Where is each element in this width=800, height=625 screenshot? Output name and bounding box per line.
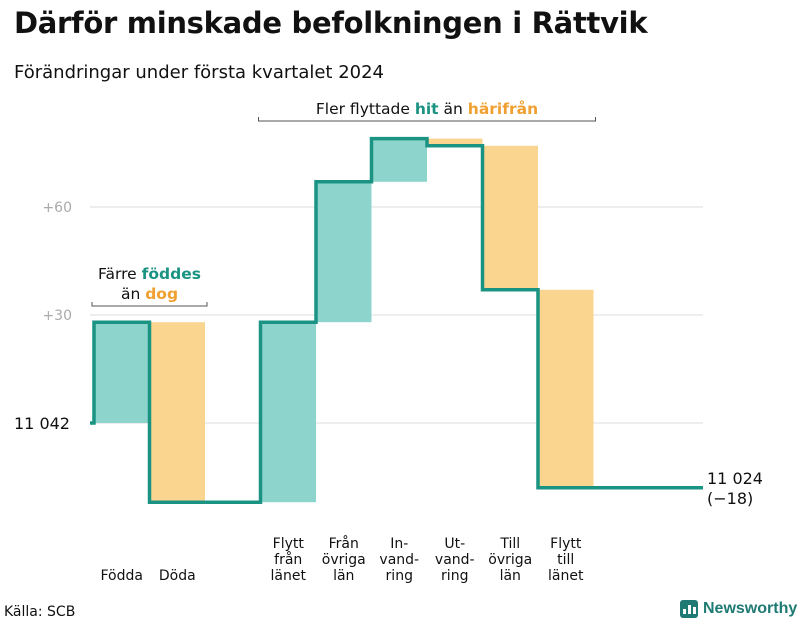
end-change-label: (−18) [707, 489, 753, 508]
category-label: till [557, 552, 574, 568]
waterfall-bar [538, 289, 594, 488]
category-label: Flytt [550, 536, 582, 552]
annotation-bracket [91, 302, 208, 307]
category-label: vand- [379, 552, 419, 568]
category-label: vand- [435, 552, 475, 568]
step-line [90, 136, 703, 504]
annotation-migration: Fler flyttade hit än härifrån [316, 99, 538, 118]
waterfall-bar [371, 138, 427, 182]
chart-subtitle: Förändringar under första kvartalet 2024 [14, 62, 385, 83]
end-value-label: 11 024 [707, 469, 763, 488]
category-label: länet [271, 568, 307, 584]
annotation-bracket [258, 117, 596, 122]
waterfall-bar [149, 322, 205, 503]
waterfall-bar [94, 322, 150, 423]
category-label: län [333, 568, 354, 584]
chart-title: Därför minskade befolkningen i Rättvik [14, 6, 648, 40]
brand-name: Newsworthy [703, 600, 798, 617]
category-label: från [274, 551, 302, 568]
category-label: Födda [101, 568, 143, 584]
category-label: Från [329, 535, 359, 552]
brand-logo[interactable]: Newsworthy [680, 600, 797, 618]
category-label: In- [390, 536, 408, 552]
category-label: länet [548, 568, 584, 584]
start-value-label: 11 042 [14, 414, 70, 433]
category-label: län [500, 568, 521, 584]
category-label: ring [441, 568, 468, 584]
category-label: övriga [322, 552, 366, 568]
y-tick-label: +60 [42, 200, 72, 216]
category-label: Döda [159, 568, 196, 584]
category-label: Ut- [444, 536, 465, 552]
source-note: Källa: SCB [4, 604, 76, 620]
waterfall-bar [316, 181, 372, 323]
waterfall-bar [427, 138, 483, 146]
annotation-births-deaths-line2: än dog [121, 285, 178, 303]
category-label: ring [386, 568, 413, 584]
category-label: Flytt [273, 536, 305, 552]
waterfall-bar [260, 322, 316, 503]
annotation-births-deaths: Färre föddes [98, 265, 201, 283]
category-label: övriga [488, 552, 532, 568]
bar-chart-logo-icon [680, 600, 698, 618]
waterfall-bar [482, 145, 538, 290]
y-tick-label: +30 [42, 308, 72, 324]
category-label: Till [499, 536, 520, 552]
